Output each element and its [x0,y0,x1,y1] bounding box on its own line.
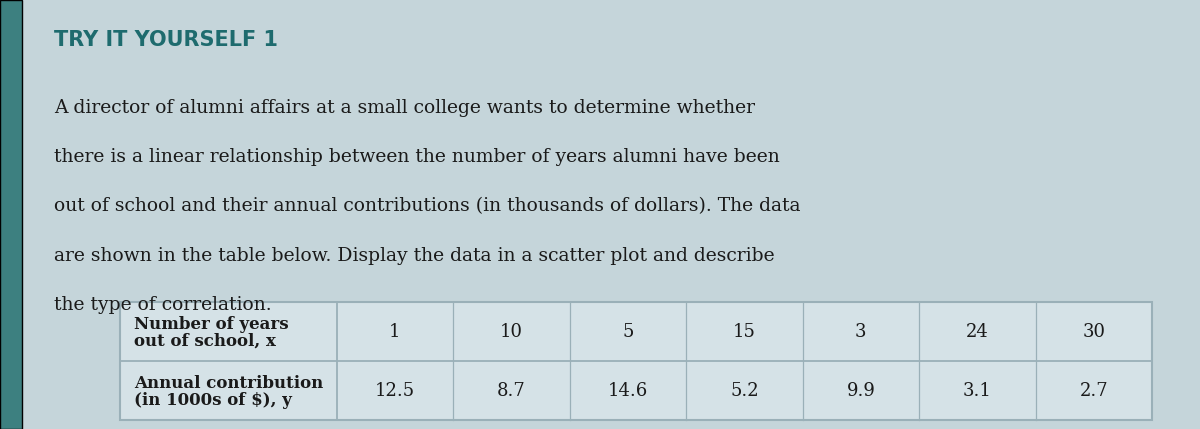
Text: (in 1000s of $), y: (in 1000s of $), y [134,392,293,409]
Text: A director of alumni affairs at a small college wants to determine whether: A director of alumni affairs at a small … [54,99,755,117]
Text: 24: 24 [966,323,989,341]
Text: out of school, x: out of school, x [134,333,276,350]
Text: 5.2: 5.2 [730,382,758,400]
Text: there is a linear relationship between the number of years alumni have been: there is a linear relationship between t… [54,148,780,166]
Text: TRY IT YOURSELF 1: TRY IT YOURSELF 1 [54,30,278,50]
Text: are shown in the table below. Display the data in a scatter plot and describe: are shown in the table below. Display th… [54,247,775,265]
Text: 15: 15 [733,323,756,341]
Text: 2.7: 2.7 [1080,382,1108,400]
Text: 10: 10 [500,323,523,341]
Text: 3: 3 [856,323,866,341]
Text: 9.9: 9.9 [846,382,875,400]
Text: Number of years: Number of years [134,316,289,333]
Text: 30: 30 [1082,323,1105,341]
Text: the type of correlation.: the type of correlation. [54,296,271,314]
Text: 3.1: 3.1 [962,382,991,400]
Text: Annual contribution: Annual contribution [134,375,324,392]
Text: 1: 1 [389,323,401,341]
Text: 5: 5 [623,323,634,341]
Text: 8.7: 8.7 [497,382,526,400]
Text: out of school and their annual contributions (in thousands of dollars). The data: out of school and their annual contribut… [54,197,800,215]
Text: 12.5: 12.5 [374,382,415,400]
Text: 14.6: 14.6 [607,382,648,400]
